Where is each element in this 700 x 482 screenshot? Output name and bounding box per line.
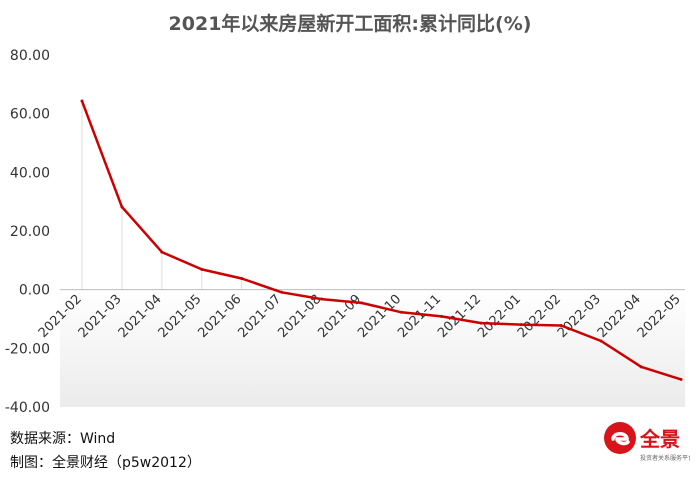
credit-note: 制图：全景财经（p5w2012） bbox=[10, 455, 201, 471]
data-point bbox=[639, 365, 643, 369]
y-tick-label: 40.00 bbox=[10, 165, 50, 181]
data-point bbox=[120, 205, 124, 209]
plot-shading bbox=[60, 289, 685, 407]
data-point bbox=[519, 323, 523, 327]
logo-name: 全景 bbox=[639, 427, 680, 451]
source-note: 数据来源：Wind bbox=[10, 431, 116, 447]
data-point bbox=[439, 314, 443, 318]
drop-lines bbox=[81, 101, 243, 290]
logo-mark-icon: 全景 投资者关系服务平台 bbox=[604, 422, 694, 462]
data-point bbox=[399, 310, 403, 314]
data-point bbox=[679, 377, 683, 381]
y-tick-label: 0.00 bbox=[19, 283, 50, 299]
data-point bbox=[280, 290, 284, 294]
series-line bbox=[80, 100, 682, 381]
y-tick-label: 80.00 bbox=[10, 48, 50, 64]
data-point bbox=[360, 301, 364, 305]
data-points bbox=[80, 99, 683, 381]
data-point bbox=[599, 339, 603, 343]
data-point bbox=[320, 297, 324, 301]
chart-title: 2021年以来房屋新开工面积:累计同比(%) bbox=[169, 12, 532, 35]
data-point bbox=[240, 277, 244, 281]
y-axis-ticks: 80.00 60.00 40.00 20.00 0.00 -20.00 -40.00 bbox=[5, 48, 50, 416]
y-tick-label: -40.00 bbox=[5, 400, 50, 416]
data-point bbox=[479, 321, 483, 325]
data-point bbox=[200, 267, 204, 271]
data-point bbox=[80, 99, 84, 103]
y-tick-label: -20.00 bbox=[5, 341, 50, 357]
y-tick-label: 20.00 bbox=[10, 224, 50, 240]
data-point bbox=[160, 250, 164, 254]
y-tick-label: 60.00 bbox=[10, 107, 50, 123]
brand-logo: 全景 投资者关系服务平台 bbox=[600, 412, 694, 472]
data-point bbox=[559, 323, 563, 327]
logo-tagline: 投资者关系服务平台 bbox=[640, 454, 690, 462]
